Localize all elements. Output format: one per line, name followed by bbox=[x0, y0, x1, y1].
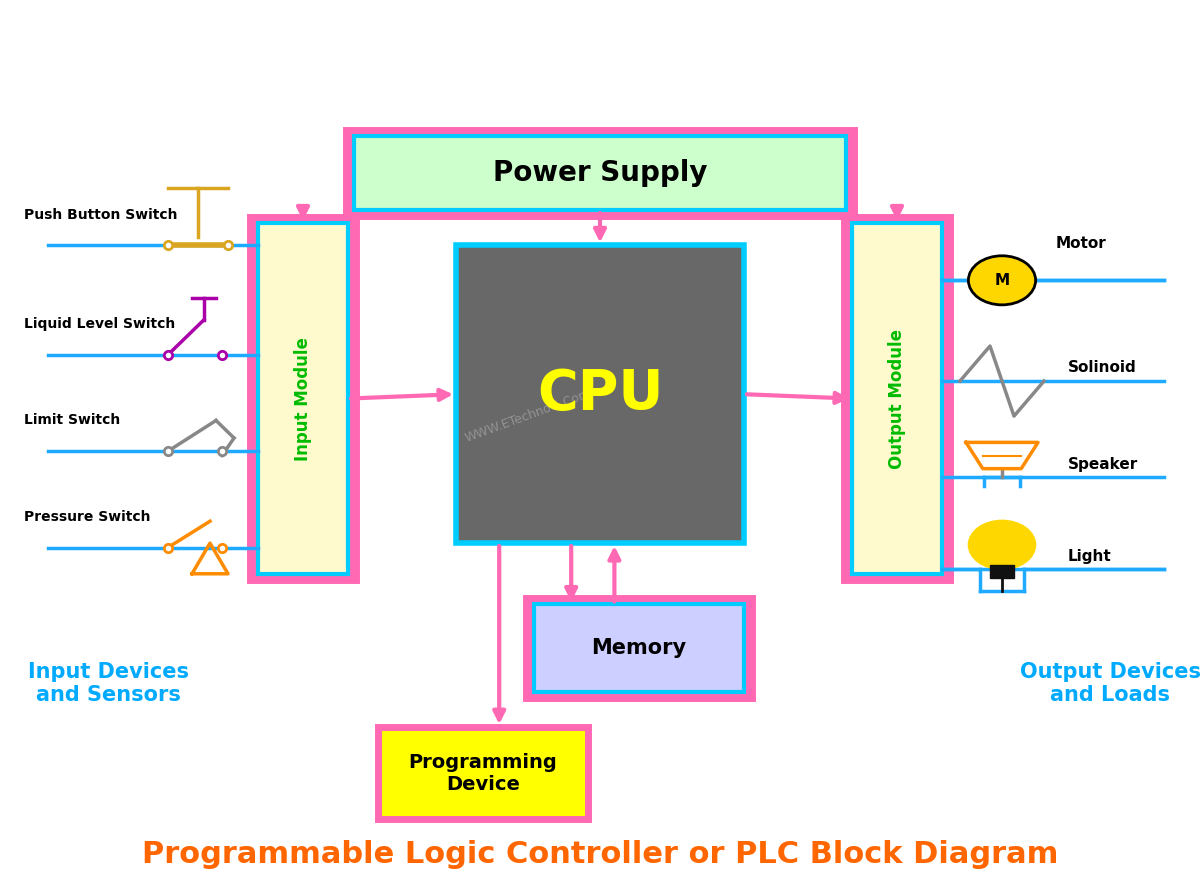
Text: Motor: Motor bbox=[1056, 236, 1106, 251]
Bar bbox=[354, 136, 846, 210]
Text: Output Module: Output Module bbox=[888, 328, 906, 469]
Text: CPU: CPU bbox=[536, 367, 664, 421]
Text: Power Supply: Power Supply bbox=[493, 159, 707, 187]
Bar bbox=[378, 727, 588, 819]
Text: Programming
Device: Programming Device bbox=[409, 752, 557, 794]
Text: Limit Switch: Limit Switch bbox=[24, 413, 120, 427]
Text: Solinoid: Solinoid bbox=[1068, 360, 1136, 376]
Bar bbox=[250, 217, 356, 580]
Text: Liquid Level Switch: Liquid Level Switch bbox=[24, 317, 175, 331]
Text: Output Devices
and Loads: Output Devices and Loads bbox=[1020, 661, 1200, 705]
Bar bbox=[456, 245, 744, 543]
Text: Speaker: Speaker bbox=[1068, 456, 1139, 472]
Bar bbox=[844, 217, 950, 580]
Bar bbox=[258, 223, 348, 574]
Text: Programmable Logic Controller or PLC Block Diagram: Programmable Logic Controller or PLC Blo… bbox=[142, 839, 1058, 869]
Bar bbox=[852, 223, 942, 574]
Bar bbox=[526, 598, 752, 698]
Text: Memory: Memory bbox=[592, 639, 686, 658]
Circle shape bbox=[968, 256, 1036, 305]
Bar bbox=[534, 604, 744, 692]
Circle shape bbox=[968, 520, 1036, 569]
Text: Push Button Switch: Push Button Switch bbox=[24, 208, 178, 222]
Polygon shape bbox=[990, 565, 1014, 578]
Text: M: M bbox=[995, 272, 1009, 288]
Bar bbox=[346, 130, 854, 216]
Polygon shape bbox=[966, 442, 1038, 469]
Text: WWW.ETechnoG.Com: WWW.ETechnoG.Com bbox=[463, 387, 593, 445]
Text: Light: Light bbox=[1068, 548, 1111, 564]
Text: Pressure Switch: Pressure Switch bbox=[24, 510, 150, 524]
Text: Input Devices
and Sensors: Input Devices and Sensors bbox=[28, 661, 188, 705]
Text: Input Module: Input Module bbox=[294, 336, 312, 461]
